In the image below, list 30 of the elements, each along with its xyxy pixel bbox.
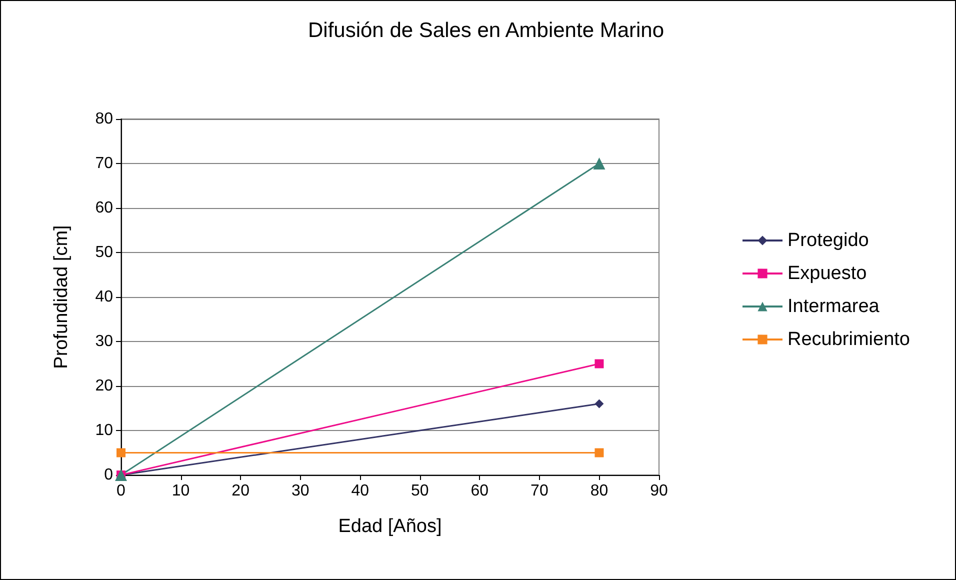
y-tick-label: 80 — [95, 110, 114, 128]
point — [594, 359, 604, 368]
x-tick-label: 60 — [470, 482, 489, 500]
x-tick-label: 10 — [172, 482, 190, 500]
legend-label: Expuesto — [788, 263, 867, 284]
point — [116, 448, 126, 458]
x-tick-label: 0 — [116, 482, 126, 500]
y-axis-title: Profundidad [cm] — [51, 225, 72, 369]
x-tick-label: 80 — [590, 482, 608, 500]
y-tick-label: 10 — [95, 422, 114, 439]
y-tick-label: 40 — [95, 288, 114, 306]
y-tick-label: 70 — [95, 155, 114, 172]
chart-title: Difusión de Sales en Ambiente Marino — [308, 19, 664, 42]
y-tick-label: 20 — [95, 378, 114, 394]
x-tick-label: 50 — [410, 482, 429, 500]
legend-label: Intermarea — [788, 296, 880, 317]
x-tick-label: 30 — [291, 482, 310, 500]
point — [594, 448, 604, 458]
legend-label: Protegido — [788, 230, 869, 251]
y-tick-label: 0 — [104, 466, 114, 484]
x-tick-label: 70 — [530, 482, 548, 500]
x-axis-title: Edad [Años] — [338, 516, 442, 537]
x-tick-label: 20 — [232, 482, 250, 500]
y-tick-label: 50 — [95, 244, 114, 261]
y-tick-label: 30 — [95, 333, 114, 350]
x-tick-label: 90 — [650, 482, 668, 500]
y-tick-label: 60 — [95, 200, 114, 216]
legend-label: Recubrimiento — [788, 329, 910, 350]
point — [594, 399, 604, 408]
x-tick-label: 40 — [351, 482, 370, 500]
